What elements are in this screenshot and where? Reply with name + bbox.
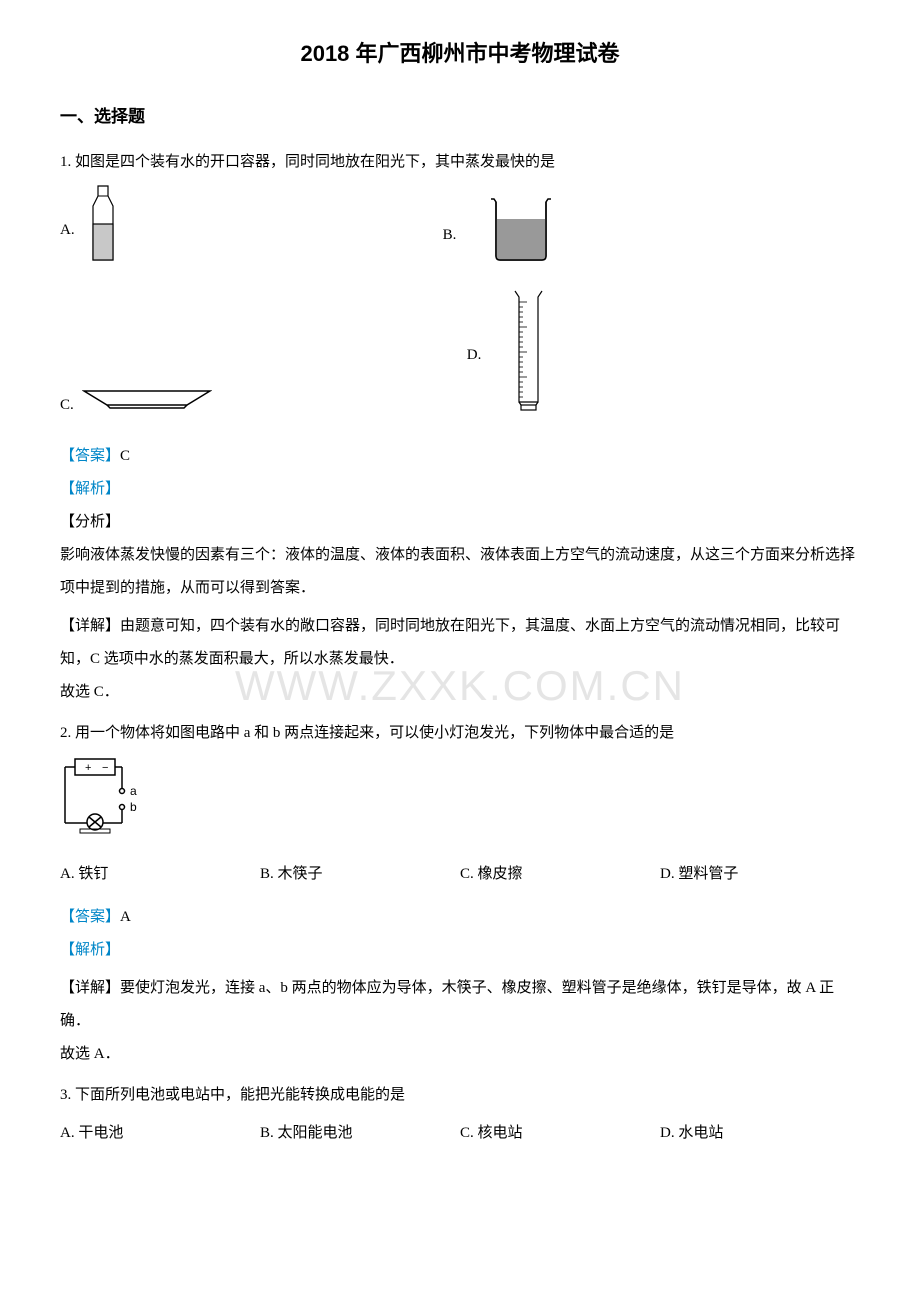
- q3-optC: C. 核电站: [460, 1117, 660, 1150]
- svg-text:−: −: [102, 762, 108, 774]
- q1-answer: 【答案】C: [60, 440, 860, 473]
- q1-optB-label: B.: [443, 219, 457, 252]
- q2-optA: A. 铁钉: [60, 858, 260, 891]
- q3-options: A. 干电池 B. 太阳能电池 C. 核电站 D. 水电站: [60, 1117, 860, 1150]
- q1-detail-label: 【详解】: [60, 618, 120, 634]
- q2-answer-val: A: [120, 909, 131, 925]
- beaker-icon: [486, 194, 556, 277]
- q1-option-d: D.: [467, 287, 547, 425]
- section-heading: 一、选择题: [60, 98, 860, 135]
- q1-detail-text: 由题意可知，四个装有水的敞口容器，同时同地放在阳光下，其温度、水面上方空气的流动…: [60, 618, 840, 667]
- q1-answer-label: 【答案】: [60, 448, 120, 464]
- q1-analysis-sub: 【分析】: [60, 506, 860, 539]
- q2-options: A. 铁钉 B. 木筷子 C. 橡皮擦 D. 塑料管子: [60, 858, 860, 891]
- q1-answer-val: C: [120, 448, 130, 464]
- q2-analysis-label: 【解析】: [60, 934, 860, 967]
- q2-answer: 【答案】A: [60, 901, 860, 934]
- q1-optA-label: A.: [60, 214, 75, 247]
- svg-text:b: b: [130, 800, 137, 814]
- q1-optC-label: C.: [60, 389, 74, 422]
- q1-option-a: A.: [60, 184, 123, 277]
- q1-optD-label: D.: [467, 339, 482, 372]
- exam-title: 2018 年广西柳州市中考物理试卷: [60, 30, 860, 78]
- q3-optA: A. 干电池: [60, 1117, 260, 1150]
- q1-text: 1. 如图是四个装有水的开口容器，同时同地放在阳光下，其中蒸发最快的是: [60, 146, 860, 179]
- cylinder-icon: [511, 287, 546, 425]
- q3-optD: D. 水电站: [660, 1117, 860, 1150]
- q1-analysis-text: 影响液体蒸发快慢的因素有三个：液体的温度、液体的表面积、液体表面上方空气的流动速…: [60, 539, 860, 605]
- q2-optC: C. 橡皮擦: [460, 858, 660, 891]
- q2-optB: B. 木筷子: [260, 858, 460, 891]
- dish-icon: [82, 387, 212, 425]
- q1-option-c: C.: [60, 387, 212, 425]
- q2-detail-text: 要使灯泡发光，连接 a、b 两点的物体应为导体，木筷子、橡皮擦、塑料管子是绝缘体…: [60, 980, 834, 1029]
- svg-text:+: +: [85, 762, 91, 774]
- q3-text: 3. 下面所列电池或电站中，能把光能转换成电能的是: [60, 1079, 860, 1112]
- q2-detail-label: 【详解】: [60, 980, 120, 996]
- bottle-icon: [83, 184, 123, 277]
- q2-answer-label: 【答案】: [60, 909, 120, 925]
- q1-options-row1: A. B.: [60, 184, 860, 277]
- circuit-icon: + − b a: [60, 755, 860, 848]
- q1-analysis-label: 【解析】: [60, 473, 860, 506]
- q2-detail: 【详解】要使灯泡发光，连接 a、b 两点的物体应为导体，木筷子、橡皮擦、塑料管子…: [60, 972, 860, 1038]
- q2-text: 2. 用一个物体将如图电路中 a 和 b 两点连接起来，可以使小灯泡发光，下列物…: [60, 717, 860, 750]
- q1-detail: 【详解】由题意可知，四个装有水的敞口容器，同时同地放在阳光下，其温度、水面上方空…: [60, 610, 860, 676]
- svg-text:a: a: [130, 784, 137, 798]
- q1-option-b: B.: [443, 194, 557, 277]
- q3-optB: B. 太阳能电池: [260, 1117, 460, 1150]
- q2-optD: D. 塑料管子: [660, 858, 860, 891]
- q1-conclusion: 故选 C．: [60, 676, 860, 709]
- q2-conclusion: 故选 A．: [60, 1038, 860, 1071]
- q1-options-row2: C. D.: [60, 287, 860, 425]
